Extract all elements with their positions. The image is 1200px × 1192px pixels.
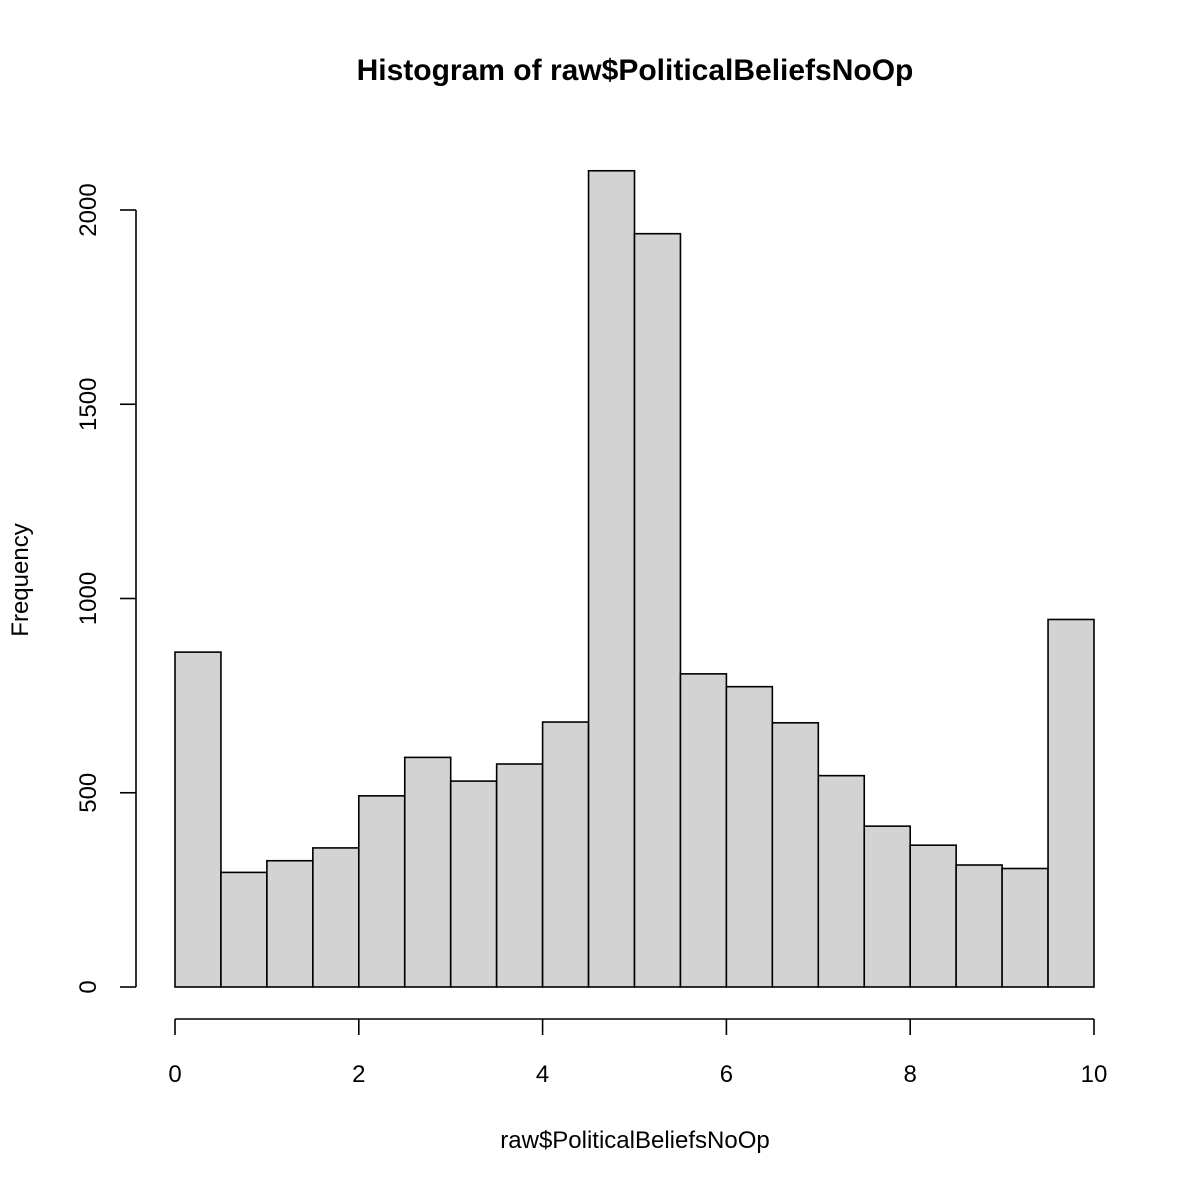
x-tick-label-5: 10 (1081, 1061, 1108, 1088)
x-axis: 0 2 4 6 8 10 (168, 1018, 1108, 1088)
histogram-bar-0 (174, 651, 222, 988)
x-tick-label-0: 0 (168, 1061, 181, 1088)
histogram-bar-16 (909, 844, 957, 988)
y-tick-label-1: 500 (75, 773, 102, 813)
x-axis-label: raw$PoliticalBeliefsNoOp (500, 1127, 769, 1154)
y-axis: 0 500 1000 1500 2000 (75, 183, 137, 994)
histogram-bar-2 (266, 859, 314, 988)
histogram-bar-14 (817, 774, 866, 988)
x-tick-label-2: 4 (536, 1061, 549, 1088)
x-tick-label-4: 8 (904, 1061, 917, 1088)
histogram-bar-10 (633, 232, 682, 988)
histogram-bar-17 (955, 864, 1003, 988)
histogram-bar-7 (495, 763, 544, 988)
chart-title: Histogram of raw$PoliticalBeliefsNoOp (357, 54, 914, 87)
histogram-bar-12 (725, 685, 774, 988)
y-axis-label: Frequency (7, 523, 34, 636)
histogram-bar-15 (863, 825, 912, 988)
x-tick-label-1: 2 (352, 1061, 365, 1088)
histogram-bar-19 (1047, 618, 1095, 988)
histogram-bar-6 (449, 780, 498, 988)
x-tick-label-3: 6 (720, 1061, 733, 1088)
histogram-bar-4 (357, 795, 406, 988)
histogram-bar-11 (679, 673, 728, 988)
y-tick-label-2: 1000 (75, 572, 102, 625)
histogram-bar-13 (771, 722, 820, 988)
histogram-bar-8 (541, 721, 590, 988)
histogram-bar-1 (220, 871, 268, 988)
y-tick-label-4: 2000 (75, 183, 102, 236)
histogram-bar-3 (312, 847, 360, 988)
y-tick-label-0: 0 (75, 980, 102, 993)
y-tick-label-3: 1500 (75, 378, 102, 431)
bars-group (174, 169, 1095, 988)
histogram-bar-5 (403, 756, 452, 988)
histogram-bar-18 (1001, 867, 1049, 988)
histogram-bar-9 (587, 169, 636, 988)
